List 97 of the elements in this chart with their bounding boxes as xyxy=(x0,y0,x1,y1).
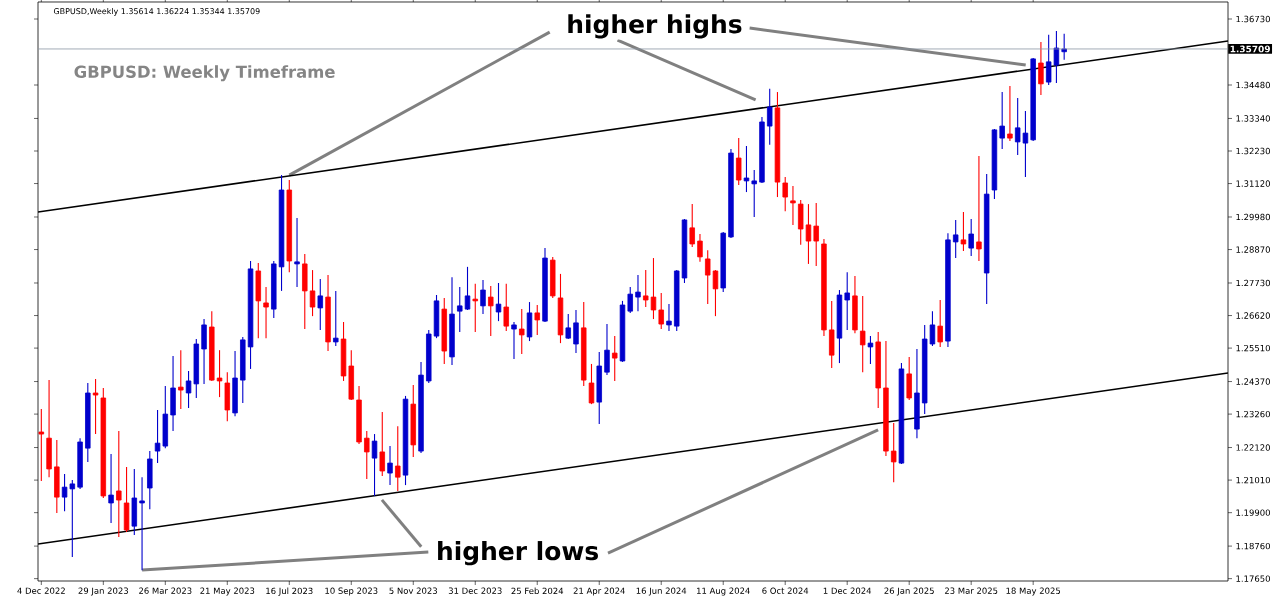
candlestick xyxy=(697,233,703,263)
x-tick-label: 31 Dec 2023 xyxy=(448,587,502,594)
candlestick xyxy=(782,176,788,212)
candlestick xyxy=(960,211,967,252)
text: GBPUSD: Weekly Timeframe xyxy=(74,65,335,82)
candlestick xyxy=(890,422,897,483)
y-tick-label: 1.22120 xyxy=(1236,444,1270,451)
y-tick-label: 1.36730 xyxy=(1236,15,1270,23)
y-tick-label: 1.18760 xyxy=(1236,542,1270,550)
x-tick-label: 16 Jun 2024 xyxy=(636,587,687,596)
y-tick-label: 1.29980 xyxy=(1236,213,1270,221)
candlestick xyxy=(294,217,300,288)
candlestick xyxy=(178,349,184,410)
candlestick xyxy=(766,88,773,146)
candlestick xyxy=(743,145,750,193)
candlestick xyxy=(588,363,595,405)
x-tick-label: 21 Apr 2024 xyxy=(573,587,625,596)
candlestick xyxy=(658,292,664,330)
candlestick xyxy=(565,313,571,340)
candlestick xyxy=(844,271,850,331)
candlestick xyxy=(859,295,866,373)
candlestick xyxy=(495,282,502,322)
candlestick xyxy=(627,286,633,314)
candlestick xyxy=(534,304,540,336)
candlestick xyxy=(480,279,486,315)
y-tick-label: 1.23260 xyxy=(1236,410,1270,418)
candlestick xyxy=(472,283,478,333)
y-tick-label: 1.33340 xyxy=(1236,115,1270,122)
candlestick xyxy=(604,323,610,376)
candlestick xyxy=(751,169,757,218)
candlestick xyxy=(488,285,494,337)
x-tick-label: 18 May 2025 xyxy=(1006,587,1061,596)
candlestick xyxy=(735,137,742,186)
y-tick-label: 1.26620 xyxy=(1236,312,1270,319)
x-tick-label: 26 Mar 2023 xyxy=(139,587,192,594)
x-tick-label: 25 Feb 2024 xyxy=(511,587,564,595)
annotation: higher lows xyxy=(438,541,598,566)
candlestick xyxy=(635,274,641,312)
candlestick xyxy=(395,425,401,492)
candlestick xyxy=(116,430,122,538)
candlestick xyxy=(333,290,339,347)
x-tick-label: 29 Jan 2023 xyxy=(78,587,128,596)
candlestick xyxy=(457,286,463,333)
y-tick-label: 1.27730 xyxy=(1236,279,1270,287)
candlestick xyxy=(511,321,517,360)
candlestick xyxy=(317,278,324,331)
candlestick xyxy=(38,408,45,482)
candlestick xyxy=(387,445,393,486)
annotation: higher highs xyxy=(568,14,742,39)
candlestick xyxy=(968,218,974,257)
candlestick xyxy=(952,219,959,259)
candlestick xyxy=(139,476,145,571)
x-tick-label: 23 Mar 2025 xyxy=(944,587,998,594)
x-tick-label: 10 Sep 2023 xyxy=(325,587,378,596)
y-tick-label: 1.25510 xyxy=(1236,344,1270,352)
candlestick xyxy=(689,203,695,248)
x-tick-label: 5 Nov 2023 xyxy=(389,587,437,594)
candlestick xyxy=(650,257,657,320)
ref-line-label: 1.35709 xyxy=(1230,45,1270,53)
candlestick xyxy=(790,185,796,226)
candlestick xyxy=(379,411,385,477)
x-tick-label: 16 Jul 2023 xyxy=(266,587,313,596)
candlestick xyxy=(666,303,672,332)
x-tick-label: 21 May 2023 xyxy=(200,587,255,596)
x-tick-label: 26 Jan 2025 xyxy=(884,587,934,596)
x-tick-label: 11 Aug 2024 xyxy=(697,587,750,596)
candlestick xyxy=(573,309,579,354)
y-tick-label: 1.34480 xyxy=(1236,81,1270,89)
candlestick xyxy=(813,202,819,267)
y-tick-label: 1.19900 xyxy=(1236,509,1270,516)
candlestick xyxy=(309,269,316,317)
x-tick-label: 6 Oct 2024 xyxy=(762,587,809,594)
candlestick xyxy=(464,266,471,311)
candlestick xyxy=(108,453,114,524)
candlestick xyxy=(519,308,525,355)
candlestick xyxy=(612,335,618,382)
candlestick xyxy=(937,299,943,348)
candlestick xyxy=(371,433,378,497)
candlestick xyxy=(216,349,223,398)
y-tick-label: 1.31120 xyxy=(1236,180,1270,187)
candlestick xyxy=(503,283,509,332)
candlestick xyxy=(999,91,1005,150)
x-tick-label: 1 Dec 2024 xyxy=(823,587,872,594)
candlestick xyxy=(976,155,982,262)
candlestick xyxy=(364,430,370,480)
candlestick xyxy=(867,335,874,365)
candlestick xyxy=(1038,41,1044,96)
candlestick xyxy=(263,286,269,339)
y-tick-label: 1.28870 xyxy=(1236,246,1270,253)
y-tick-label: 1.32230 xyxy=(1236,147,1270,155)
x-tick-label: 4 Dec 2022 xyxy=(17,587,65,594)
candlestick xyxy=(643,269,649,308)
y-tick-label: 1.17650 xyxy=(1236,575,1270,582)
candlestick xyxy=(92,378,99,435)
y-tick-label: 1.24370 xyxy=(1236,378,1270,385)
y-tick-label: 1.21010 xyxy=(1236,476,1270,484)
candlestick xyxy=(1007,85,1013,142)
